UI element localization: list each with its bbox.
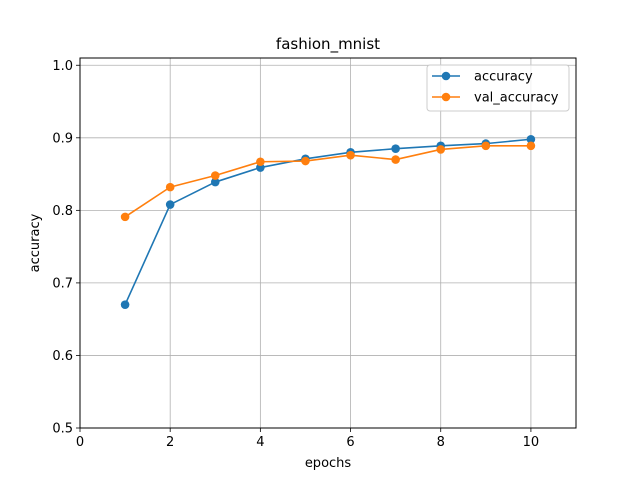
data-point-val_accuracy	[165, 182, 175, 192]
data-point-val_accuracy	[391, 155, 400, 164]
legend-marker-val_accuracy	[441, 92, 451, 102]
plot-area	[80, 58, 576, 428]
x-tick-label: 2	[166, 435, 174, 450]
data-point-accuracy	[391, 144, 400, 153]
legend-label-accuracy: accuracy	[474, 70, 533, 85]
series-val_accuracy	[120, 141, 536, 222]
data-point-accuracy	[165, 200, 175, 209]
x-tick-label: 8	[437, 435, 445, 450]
x-tick-label: 0	[76, 435, 84, 450]
data-point-val_accuracy	[346, 150, 355, 160]
data-point-val_accuracy	[526, 141, 536, 151]
data-point-val_accuracy	[301, 156, 310, 166]
y-tick-label: 0.5	[52, 422, 73, 437]
data-point-val_accuracy	[256, 157, 265, 167]
y-tick-label: 0.7	[52, 276, 73, 291]
series-layer	[120, 134, 536, 309]
y-tick-label: 0.6	[52, 349, 73, 364]
data-point-accuracy	[526, 134, 536, 144]
legend-label-val_accuracy: val_accuracy	[474, 91, 559, 106]
legend: accuracy val_accuracy	[426, 64, 570, 112]
y-tick-label: 0.9	[52, 131, 73, 146]
data-point-val_accuracy	[120, 212, 130, 222]
y-tick-label: 1.0	[52, 59, 73, 74]
series-line-accuracy	[124, 138, 531, 305]
x-tick-label: 6	[346, 435, 354, 450]
series-line-val_accuracy	[124, 144, 531, 218]
legend-frame	[426, 64, 570, 112]
y-axis-label: accuracy	[28, 213, 43, 272]
data-point-val_accuracy	[210, 171, 220, 180]
legend-marker-accuracy	[441, 71, 451, 81]
y-tick-label: 0.8	[52, 204, 73, 219]
x-tick-label: 10	[523, 435, 540, 450]
x-axis-label: epochs	[305, 456, 352, 471]
data-point-val_accuracy	[481, 141, 491, 151]
grid	[79, 58, 576, 429]
chart-title: fashion_mnist	[276, 35, 380, 54]
data-point-accuracy	[210, 177, 220, 187]
data-point-val_accuracy	[436, 145, 446, 154]
x-tick-label: 4	[256, 435, 264, 450]
ticks: 0 2 4 6 8 10 0.5 0.6 0.7 0.8 0.9 1.0	[52, 59, 539, 450]
plot-frame	[79, 57, 577, 429]
data-point-accuracy	[120, 300, 130, 309]
